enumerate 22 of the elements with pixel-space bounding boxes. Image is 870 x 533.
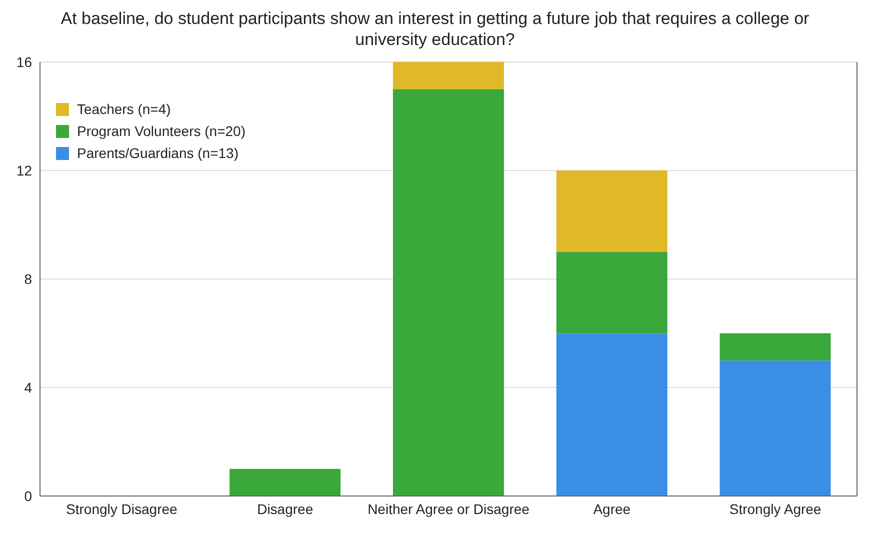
x-tick-label: Disagree [257,500,314,517]
y-tick-label: 4 [24,379,32,396]
y-tick-label: 16 [16,54,32,70]
bar [556,170,668,252]
y-tick-label: 12 [16,162,32,178]
legend-label: Program Volunteers (n=20) [77,122,246,141]
bar [720,333,831,360]
y-tick-label: 8 [24,270,32,287]
x-tick-label: Agree [593,500,631,517]
bar [392,62,504,90]
bar [720,360,831,496]
legend-label: Teachers (n=4) [77,100,171,119]
bar [392,89,504,496]
bar [556,333,668,496]
y-tick-label: 0 [24,488,32,504]
x-tick-label: Strongly Disagree [66,500,178,517]
chart-title: At baseline, do student participants show an interest in getting a future job that requires a college or university education? [60,8,810,50]
legend-label: Parents/Guardians (n=13) [77,144,238,163]
bar [556,252,668,334]
x-tick-label: Neither Agree or Disagree [368,500,530,517]
x-tick-label: Strongly Agree [729,500,822,517]
bar [230,468,341,496]
